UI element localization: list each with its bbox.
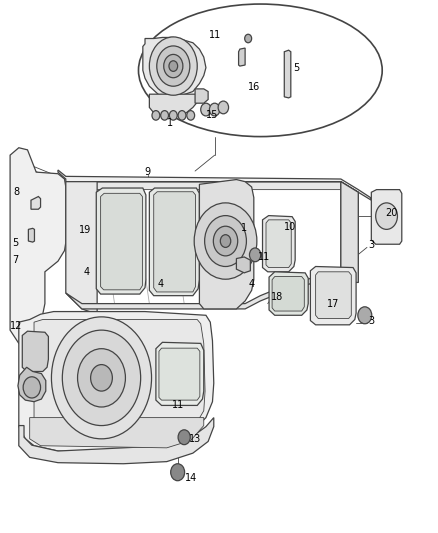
Polygon shape bbox=[22, 331, 48, 372]
Text: 11: 11 bbox=[258, 252, 270, 262]
Text: 4: 4 bbox=[83, 267, 89, 277]
Text: 11: 11 bbox=[172, 400, 184, 410]
Text: 1: 1 bbox=[241, 223, 247, 233]
Polygon shape bbox=[237, 257, 251, 273]
Text: 1: 1 bbox=[167, 118, 173, 128]
Circle shape bbox=[205, 216, 247, 266]
Circle shape bbox=[171, 464, 185, 481]
Circle shape bbox=[209, 103, 220, 116]
Polygon shape bbox=[66, 182, 97, 314]
Polygon shape bbox=[266, 220, 291, 268]
Text: 5: 5 bbox=[293, 63, 299, 72]
Text: 18: 18 bbox=[271, 292, 283, 302]
Text: 16: 16 bbox=[248, 82, 261, 92]
Text: 8: 8 bbox=[14, 187, 20, 197]
Circle shape bbox=[358, 307, 372, 324]
Circle shape bbox=[201, 103, 211, 116]
Polygon shape bbox=[316, 272, 351, 318]
Circle shape bbox=[23, 377, 41, 398]
Polygon shape bbox=[31, 197, 41, 209]
Text: 3: 3 bbox=[368, 316, 374, 326]
Text: 12: 12 bbox=[10, 321, 22, 331]
Polygon shape bbox=[341, 182, 358, 282]
Polygon shape bbox=[199, 180, 254, 309]
Polygon shape bbox=[10, 148, 66, 347]
Text: 20: 20 bbox=[385, 208, 398, 219]
Text: 7: 7 bbox=[12, 255, 18, 265]
Polygon shape bbox=[159, 348, 200, 400]
Circle shape bbox=[169, 61, 178, 71]
Polygon shape bbox=[371, 190, 402, 244]
Text: 19: 19 bbox=[79, 225, 91, 236]
Circle shape bbox=[187, 111, 194, 120]
Polygon shape bbox=[19, 312, 214, 452]
Circle shape bbox=[194, 203, 257, 279]
Polygon shape bbox=[156, 342, 204, 406]
Circle shape bbox=[161, 111, 169, 120]
Circle shape bbox=[250, 248, 261, 262]
Text: 5: 5 bbox=[12, 238, 18, 248]
Polygon shape bbox=[195, 89, 208, 103]
Circle shape bbox=[220, 235, 231, 247]
Polygon shape bbox=[66, 182, 358, 198]
Circle shape bbox=[152, 111, 160, 120]
Ellipse shape bbox=[138, 4, 382, 136]
Polygon shape bbox=[19, 418, 214, 464]
Circle shape bbox=[178, 430, 190, 445]
Polygon shape bbox=[262, 216, 295, 272]
Polygon shape bbox=[18, 367, 46, 402]
Text: 13: 13 bbox=[189, 434, 201, 444]
Text: 3: 3 bbox=[368, 240, 374, 251]
Circle shape bbox=[91, 365, 113, 391]
Polygon shape bbox=[66, 277, 315, 309]
Circle shape bbox=[213, 226, 238, 256]
Circle shape bbox=[78, 349, 125, 407]
Polygon shape bbox=[58, 170, 371, 200]
Polygon shape bbox=[272, 277, 304, 311]
Text: 14: 14 bbox=[185, 473, 197, 482]
Circle shape bbox=[170, 111, 177, 120]
Polygon shape bbox=[311, 266, 356, 325]
Text: 17: 17 bbox=[327, 298, 339, 309]
Circle shape bbox=[164, 54, 183, 78]
Polygon shape bbox=[143, 37, 206, 97]
Polygon shape bbox=[101, 193, 142, 290]
Circle shape bbox=[157, 46, 190, 86]
Polygon shape bbox=[154, 192, 195, 292]
Text: 10: 10 bbox=[284, 222, 297, 232]
Circle shape bbox=[62, 330, 141, 425]
Circle shape bbox=[218, 101, 229, 114]
Polygon shape bbox=[269, 272, 308, 316]
Text: 4: 4 bbox=[249, 279, 255, 289]
Text: 4: 4 bbox=[157, 279, 163, 289]
Text: 11: 11 bbox=[209, 30, 222, 40]
Polygon shape bbox=[149, 188, 199, 296]
Polygon shape bbox=[239, 48, 245, 66]
Text: 15: 15 bbox=[206, 110, 218, 120]
Circle shape bbox=[376, 203, 397, 229]
Circle shape bbox=[51, 317, 152, 439]
Polygon shape bbox=[96, 188, 146, 294]
Polygon shape bbox=[149, 94, 197, 115]
Circle shape bbox=[245, 34, 252, 43]
Polygon shape bbox=[97, 182, 358, 282]
Polygon shape bbox=[30, 418, 204, 448]
Polygon shape bbox=[28, 228, 35, 242]
Circle shape bbox=[178, 111, 186, 120]
Circle shape bbox=[149, 37, 197, 95]
Text: 9: 9 bbox=[144, 167, 150, 177]
Polygon shape bbox=[34, 319, 205, 441]
Polygon shape bbox=[284, 50, 291, 98]
